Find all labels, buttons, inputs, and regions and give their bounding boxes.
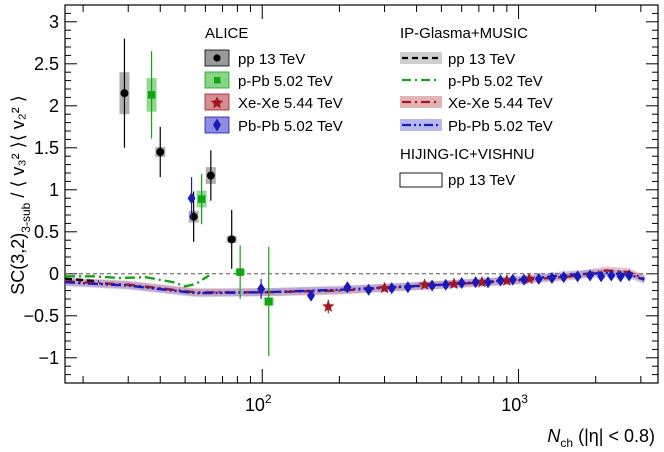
y-tick-label: 3 [49, 12, 59, 32]
y-axis-title: SC(3,2)3-sub / ⟨ v₃² ⟩⟨ v₂² ⟩ [8, 95, 33, 294]
x-tick-label: 103 [501, 392, 528, 415]
plot-frame [64, 4, 659, 384]
point-pp-2 [189, 212, 198, 221]
model-line-1 [65, 274, 210, 288]
y-axis-title-sub: 3-sub [19, 202, 33, 232]
legend-alice-pp-label: pp 13 TeV [238, 51, 305, 68]
y-tick-label: 2.5 [34, 54, 59, 74]
y-tick-label: −0.5 [23, 306, 59, 326]
point-pbpb-8 [441, 278, 450, 291]
y-tick-label: 0 [49, 264, 59, 284]
data-points-layer [119, 38, 634, 357]
point-pbpb-17 [559, 271, 568, 284]
point-ppb-1 [197, 195, 206, 203]
legend: ALICE pp 13 TeV p-Pb 5.02 TeV Xe-Xe 5.44… [204, 25, 553, 189]
point-pbpb-18 [573, 270, 582, 283]
legend-alice-ppb: p-Pb 5.02 TeV [204, 71, 333, 90]
legend-alice-xexe: Xe-Xe 5.44 TeV [204, 93, 343, 112]
point-pbpb-19 [585, 269, 594, 282]
model-lines-layer [64, 269, 645, 295]
point-pbpb-14 [519, 273, 528, 286]
model-line-0 [64, 277, 99, 283]
legend-model-ppb-label: p-Pb 5.02 TeV [448, 73, 543, 90]
point-pbpb-20 [597, 270, 606, 283]
point-pbpb-5 [387, 282, 396, 295]
model-line-3 [64, 271, 645, 295]
x-axis-title-main: N [547, 426, 561, 446]
y-axis-title-rest: / ⟨ v₃² ⟩⟨ v₂² ⟩ [8, 95, 28, 202]
point-xexe-3 [447, 277, 461, 290]
model-bands-layer [65, 266, 645, 298]
point-pbpb-21 [607, 269, 616, 282]
model-band-2 [65, 266, 645, 297]
model-line-2 [64, 269, 645, 294]
x-axis-title-rest: (|η| < 0.8) [573, 426, 655, 446]
legend-model-xexe-label: Xe-Xe 5.44 TeV [448, 95, 553, 112]
point-ppb-0 [147, 91, 156, 99]
y-tick-label: 1.5 [34, 138, 59, 158]
x-axis-title: Nch (|η| < 0.8) [547, 426, 655, 450]
point-pp-4 [227, 235, 236, 244]
point-xexe-4 [475, 275, 489, 288]
legend-hijing-pp-label: pp 13 TeV [448, 172, 515, 189]
legend-alice-pbpb: Pb-Pb 5.02 TeV [204, 116, 343, 135]
point-pbpb-16 [547, 272, 556, 284]
point-pbpb-6 [403, 281, 412, 294]
legend-model-pbpb-label: Pb-Pb 5.02 TeV [448, 118, 553, 135]
point-xexe-6 [522, 272, 536, 285]
legend-model-pp: pp 13 TeV [400, 51, 515, 68]
x-axis-title-sub: ch [560, 436, 573, 450]
point-xexe-0 [322, 300, 335, 312]
point-pbpb-9 [457, 277, 466, 290]
legend-alice-pp: pp 13 TeV [204, 49, 305, 68]
point-xexe-2 [418, 278, 431, 290]
legend-alice-ppb-label: p-Pb 5.02 TeV [238, 73, 333, 90]
y-tick-label: 1 [49, 180, 59, 200]
point-xexe-1 [378, 281, 391, 294]
legend-model-title: IP-Glasma+MUSIC [400, 25, 528, 42]
point-pbpb-2 [307, 289, 316, 302]
point-pbpb-7 [428, 279, 437, 292]
point-pbpb-0 [187, 192, 196, 205]
legend-alice-pbpb-label: Pb-Pb 5.02 TeV [238, 118, 343, 135]
legend-model-pbpb: Pb-Pb 5.02 TeV [400, 118, 553, 135]
y-axis-title-main: SC(3,2) [8, 233, 28, 295]
axes-layer: −1 −0.5 0 0.5 1 1.5 2 2.5 3 102 103 [23, 4, 658, 415]
legend-hijing-pp: pp 13 TeV [399, 172, 515, 189]
point-pp-0 [120, 89, 129, 98]
point-pbpb-10 [471, 276, 480, 289]
legend-model-xexe: Xe-Xe 5.44 TeV [400, 95, 553, 112]
point-pbpb-23 [625, 269, 634, 282]
svg-text:SC(3,2)3-sub / ⟨ v₃² ⟩⟨ v₂² ⟩: SC(3,2)3-sub / ⟨ v₃² ⟩⟨ v₂² ⟩ [8, 95, 33, 294]
y-tick-label: 2 [49, 96, 59, 116]
point-ppb-3 [264, 297, 273, 306]
point-pbpb-3 [343, 281, 352, 294]
legend-model-ppb: p-Pb 5.02 TeV [402, 73, 543, 90]
point-pp-1 [156, 148, 165, 156]
point-pp-3 [206, 171, 215, 180]
point-pbpb-22 [616, 270, 625, 283]
point-pbpb-11 [484, 276, 493, 289]
x-tick-label: 102 [245, 392, 272, 415]
point-ppb-2 [236, 268, 244, 276]
legend-alice-xexe-label: Xe-Xe 5.44 TeV [238, 95, 343, 112]
legend-alice-title: ALICE [205, 25, 248, 42]
point-pbpb-12 [496, 274, 505, 287]
y-tick-label: 0.5 [34, 222, 59, 242]
point-pbpb-4 [364, 283, 373, 296]
point-pbpb-13 [508, 273, 517, 286]
point-xexe-5 [500, 274, 513, 286]
legend-model-pp-label: pp 13 TeV [448, 51, 515, 68]
legend-hijing-title: HIJING-IC+VISHNU [400, 146, 535, 163]
model-band-3 [65, 268, 645, 298]
y-tick-label: −1 [38, 348, 59, 368]
point-pbpb-1 [257, 282, 266, 295]
point-pbpb-15 [534, 272, 543, 285]
